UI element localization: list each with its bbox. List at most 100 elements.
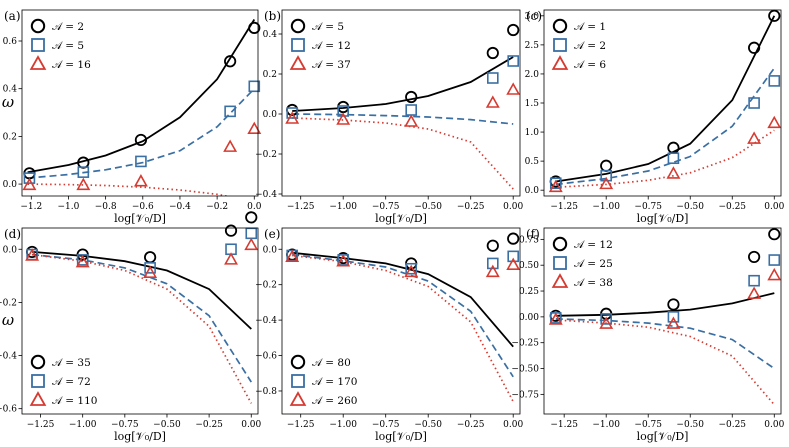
y-tick-label: 0.0 [3, 245, 18, 255]
marker-square [77, 166, 90, 178]
marker-triangle [133, 174, 148, 187]
x-tick-label: −1.00 [329, 202, 357, 212]
marker-square [337, 105, 350, 117]
y-tick-label: 0.0 [525, 186, 540, 196]
marker-circle [405, 90, 418, 104]
marker-triangle [666, 316, 681, 329]
x-tick-label: −1.25 [287, 202, 315, 212]
marker-triangle [599, 316, 614, 329]
plot-frame [543, 9, 782, 197]
x-tick-label: −1.25 [550, 202, 578, 212]
legend-marker-triangle [29, 55, 47, 70]
y-tick-label: −0.6 [255, 352, 277, 362]
y-tick-label: 0.0 [263, 245, 278, 255]
marker-triangle [747, 286, 762, 299]
legend-marker-circle [30, 18, 46, 34]
plot-frame [281, 9, 521, 197]
panel-label: (c) [526, 9, 542, 23]
y-tick-label: −0.2 [255, 150, 277, 160]
x-tick-label: −1.0 [58, 202, 80, 212]
legend-label: 𝒜 = 170 [312, 376, 357, 388]
marker-triangle [285, 249, 300, 263]
marker-triangle [247, 121, 262, 135]
marker-circle [507, 232, 520, 245]
legend-marker-triangle [551, 273, 569, 288]
legend-label: 𝒜 = 12 [574, 239, 613, 251]
marker-square [135, 155, 147, 168]
y-axis-label: ω [2, 93, 14, 111]
marker-circle [224, 224, 238, 237]
legend-label: 𝒜 = 1 [574, 21, 606, 33]
panel-label: (d) [4, 227, 21, 241]
legend-marker-circle [552, 236, 568, 252]
marker-triangle [244, 237, 259, 251]
legend-label: 𝒜 = 37 [312, 59, 351, 71]
legend-label: 𝒜 = 5 [312, 21, 344, 33]
legend-marker-square [291, 374, 305, 388]
marker-circle [667, 298, 680, 311]
marker-square [549, 177, 562, 190]
marker-circle [144, 251, 157, 264]
panel-label: (b) [264, 9, 281, 23]
marker-square [768, 75, 781, 87]
marker-square [667, 152, 680, 165]
y-axis-label: ω [2, 311, 14, 329]
legend-marker-circle [552, 18, 568, 34]
x-tick-label: −1.25 [27, 420, 55, 430]
x-tick-label: 0.00 [764, 420, 784, 430]
x-axis-label: log[𝒱₀/D] [637, 430, 689, 443]
plot-frame [21, 227, 259, 415]
legend-label: 𝒜 = 5 [52, 40, 84, 52]
marker-triangle [767, 267, 782, 281]
panel-3: −1.25 −1.00 −0.75 −0.50 −0.25 0.00 −0.6 −0.4 −0.… [0, 211, 262, 443]
plot-frame [543, 227, 782, 415]
fit-curve-solid [292, 251, 514, 348]
panel-label: (a) [4, 9, 21, 23]
legend-label: 𝒜 = 2 [574, 40, 606, 52]
marker-triangle [548, 179, 563, 193]
panel-1: −1.25 −1.00 −0.75 −0.50 −0.25 0.00 −0.4 −0.2 0.0… [255, 9, 523, 225]
fit-curve-solid [27, 19, 256, 174]
marker-circle [768, 9, 781, 22]
marker-triangle [506, 257, 521, 270]
marker-square [405, 262, 418, 275]
fit-curve-dotted [292, 254, 514, 402]
fit-curve-dotted [31, 253, 253, 404]
marker-triangle [336, 112, 351, 125]
y-tick-label: −0.4 [255, 190, 277, 200]
y-tick-label: 0.2 [263, 70, 277, 80]
marker-square [245, 227, 258, 240]
marker-square [748, 274, 760, 287]
y-tick-label: 1.5 [525, 99, 540, 109]
marker-triangle [22, 177, 37, 191]
fit-curve-dotted [555, 319, 775, 406]
marker-circle [507, 23, 520, 37]
x-tick-label: −0.25 [457, 202, 485, 212]
marker-square [600, 169, 612, 182]
y-tick-label: 0.50 [519, 261, 539, 271]
marker-triangle [224, 252, 238, 265]
x-tick-label: −0.75 [372, 420, 400, 430]
fit-curve-dashed [27, 88, 255, 179]
x-tick-label: −0.25 [718, 202, 746, 212]
x-tick-label: −1.00 [592, 202, 620, 212]
marker-square [224, 105, 236, 118]
marker-triangle [25, 248, 40, 261]
panel-label: (f) [526, 227, 540, 241]
x-tick-label: −0.2 [206, 202, 228, 212]
legend-label: 𝒜 = 6 [574, 59, 606, 71]
marker-triangle [548, 312, 563, 325]
legend-label: 𝒜 = 12 [312, 40, 351, 52]
y-tick-label: 0.0 [3, 180, 18, 190]
y-tick-label: 3.0 [525, 12, 540, 22]
plot-frame [21, 9, 259, 197]
y-tick-label: 0.5 [525, 157, 540, 167]
legend-marker-square [291, 38, 305, 52]
legend-marker-triangle [551, 55, 569, 70]
legend-label: 𝒜 = 38 [574, 277, 613, 289]
panel-2: −1.25 −1.00 −0.75 −0.50 −0.25 0.00 0.0 0.5 1.0 1.… [525, 9, 785, 225]
y-tick-label: 2.5 [525, 41, 540, 51]
fit-curve-dashed [292, 113, 514, 125]
marker-triangle [485, 95, 500, 108]
x-tick-label: −0.50 [414, 420, 442, 430]
